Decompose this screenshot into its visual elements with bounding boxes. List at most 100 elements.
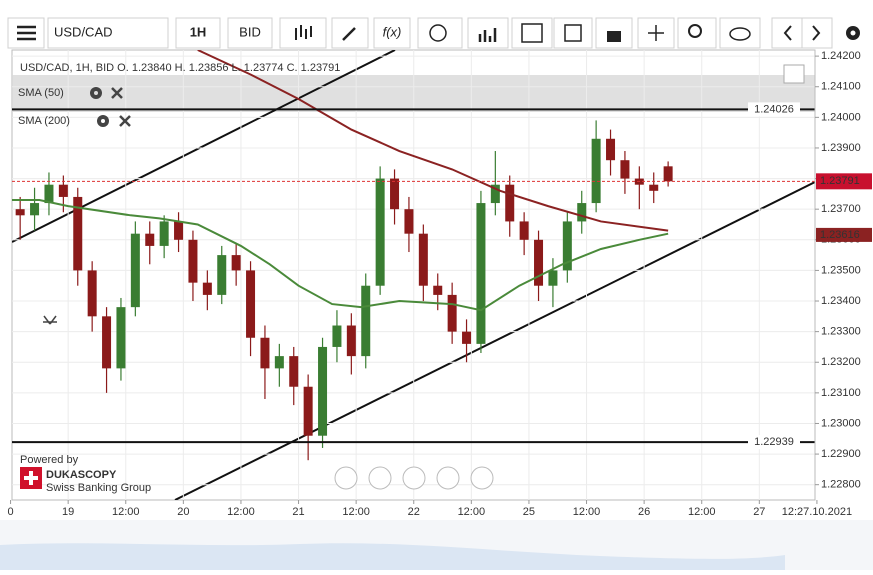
nav-controls bbox=[334, 466, 494, 490]
crosshair-button[interactable] bbox=[637, 17, 675, 49]
candle-body bbox=[332, 325, 342, 347]
legend-entry: SMA (50) bbox=[18, 87, 64, 99]
price-type: BID bbox=[239, 24, 261, 39]
x-tick-label: 27 bbox=[753, 506, 765, 518]
candle-body bbox=[447, 294, 457, 332]
calendar-button[interactable] bbox=[511, 17, 553, 49]
chart-title: USD/CAD, 1H, BID O. 1.23840 H. 1.23856 L… bbox=[20, 62, 340, 74]
menu-button[interactable] bbox=[7, 17, 45, 49]
zoom-button[interactable] bbox=[677, 17, 717, 49]
x-tick-label: 12:00 bbox=[458, 506, 486, 518]
y-tick-label: 1.23500 bbox=[821, 264, 861, 276]
info-button[interactable] bbox=[417, 17, 463, 49]
timeframe-button[interactable]: 1H bbox=[175, 17, 221, 49]
layout-button[interactable] bbox=[553, 17, 593, 49]
x-tick-label: 0 bbox=[7, 506, 13, 518]
candle-body bbox=[231, 255, 241, 271]
candle-body bbox=[548, 270, 558, 286]
popout-button[interactable] bbox=[783, 64, 805, 84]
level-label-bg bbox=[748, 435, 800, 450]
candle-body bbox=[102, 316, 112, 369]
candle-body bbox=[87, 270, 97, 317]
lock-button[interactable] bbox=[595, 17, 633, 49]
candle-body bbox=[390, 178, 400, 210]
candle-body bbox=[30, 203, 40, 216]
next-button[interactable] bbox=[801, 17, 833, 49]
function: f(x) bbox=[383, 24, 402, 39]
candle-body bbox=[462, 331, 472, 344]
candle-body bbox=[418, 233, 428, 286]
draw-button[interactable] bbox=[331, 17, 369, 49]
y-tick-label: 1.23100 bbox=[821, 387, 861, 399]
x-tick-label: 20 bbox=[177, 506, 189, 518]
last-price-box bbox=[816, 173, 872, 190]
candle-body bbox=[361, 285, 371, 357]
candle-body bbox=[505, 184, 515, 222]
volume-button[interactable] bbox=[467, 17, 509, 49]
powered-by: Powered by bbox=[20, 454, 79, 466]
brand: DUKASCOPY bbox=[46, 469, 117, 481]
plot-layer bbox=[12, 50, 815, 500]
last-price-label: 1.23791 bbox=[820, 175, 860, 187]
candle-body bbox=[490, 184, 500, 204]
candle-body bbox=[130, 233, 140, 308]
settings-button[interactable] bbox=[846, 26, 860, 40]
nav-reset[interactable] bbox=[402, 466, 426, 490]
branding: Powered by DUKASCOPY Swiss Banking Group bbox=[20, 454, 151, 494]
candle-body bbox=[519, 221, 529, 240]
candle-body bbox=[375, 178, 385, 286]
nav-zoom-out[interactable] bbox=[368, 466, 392, 490]
x-tick-label: 12:27.10.2021 bbox=[782, 506, 852, 518]
y-tick-label: 1.22900 bbox=[821, 448, 861, 460]
candle-body bbox=[260, 337, 270, 369]
candle-body bbox=[44, 184, 54, 204]
candle-body bbox=[58, 184, 68, 197]
symbol-select[interactable]: USD/CAD bbox=[47, 17, 169, 49]
candle-body bbox=[404, 209, 414, 234]
y-tick-label: 1.23400 bbox=[821, 295, 861, 307]
sma200-settings[interactable] bbox=[97, 115, 109, 127]
x-tick-label: 19 bbox=[62, 506, 74, 518]
candle-body bbox=[663, 166, 673, 182]
cloud-button[interactable] bbox=[719, 17, 761, 49]
candle-body bbox=[73, 196, 83, 271]
x-tick-label: 12:00 bbox=[688, 506, 716, 518]
candle-body bbox=[591, 138, 601, 204]
navigator-area bbox=[0, 543, 785, 570]
candle-body bbox=[562, 221, 572, 271]
nav-forward[interactable] bbox=[470, 466, 494, 490]
x-tick-label: 22 bbox=[408, 506, 420, 518]
sma-line bbox=[12, 199, 669, 312]
y-tick-label: 1.24000 bbox=[821, 111, 861, 123]
y-tick-label: 1.23300 bbox=[821, 326, 861, 338]
candle-body bbox=[289, 356, 299, 387]
chart-type-button[interactable] bbox=[279, 17, 327, 49]
candle-body bbox=[433, 285, 443, 295]
nav-zoom-in[interactable] bbox=[436, 466, 460, 490]
x-tick-label: 21 bbox=[292, 506, 304, 518]
sma-line bbox=[197, 50, 669, 232]
sma50-remove[interactable] bbox=[111, 87, 123, 99]
timeframe: 1H bbox=[190, 24, 207, 39]
x-tick-label: 25 bbox=[523, 506, 535, 518]
legend-entry: SMA (200) bbox=[18, 115, 70, 127]
candle-body bbox=[246, 270, 256, 338]
prev-button[interactable] bbox=[771, 17, 803, 49]
sma200-remove[interactable] bbox=[119, 115, 131, 127]
candle-body bbox=[606, 138, 616, 161]
price-axis bbox=[815, 50, 873, 500]
candle-body bbox=[145, 233, 155, 246]
function-button[interactable]: f(x) bbox=[373, 17, 411, 49]
x-tick-label: 12:00 bbox=[227, 506, 255, 518]
level-label: 1.24026 bbox=[754, 103, 794, 115]
candle-body bbox=[217, 255, 227, 295]
x-tick-label: 12:00 bbox=[112, 506, 140, 518]
sma50-settings[interactable] bbox=[90, 87, 102, 99]
nav-back[interactable] bbox=[334, 466, 358, 490]
y-tick-label: 1.22800 bbox=[821, 479, 861, 491]
toolbar: USD/CAD 1H BID f(x) bbox=[0, 0, 873, 50]
price-type-button[interactable]: BID bbox=[227, 17, 273, 49]
symbol: USD/CAD bbox=[54, 24, 113, 39]
y-tick-label: 1.23900 bbox=[821, 142, 861, 154]
